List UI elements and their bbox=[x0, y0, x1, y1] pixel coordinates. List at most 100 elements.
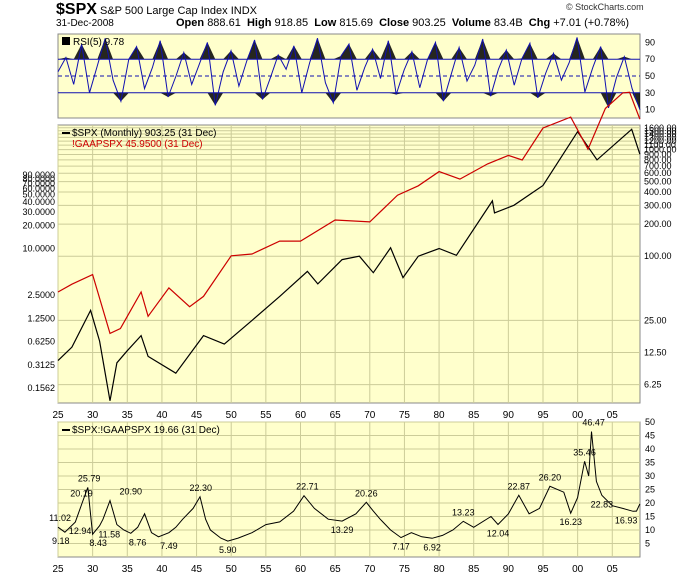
price-right-tick: 6.25 bbox=[644, 380, 662, 390]
x-tick-label-ratio: 70 bbox=[364, 564, 376, 575]
price-left-tick: 20.0000 bbox=[22, 220, 55, 230]
ratio-annotation: 46.47 bbox=[582, 418, 605, 428]
spx-price-line bbox=[57, 128, 641, 401]
x-tick-label-ratio: 60 bbox=[295, 564, 307, 575]
gaap-earnings-line bbox=[57, 91, 641, 335]
price-right-tick: 1500.00 bbox=[644, 126, 677, 136]
ratio-y-tick: 45 bbox=[645, 431, 655, 441]
x-tick-label-price: 40 bbox=[156, 410, 168, 421]
x-tick-label-ratio: 85 bbox=[468, 564, 480, 575]
ratio-annotation: 20.90 bbox=[119, 487, 142, 497]
x-tick-label-price: 70 bbox=[364, 410, 376, 421]
symbol-title: $SPX bbox=[56, 1, 97, 18]
ratio-y-tick: 25 bbox=[645, 485, 655, 495]
x-tick-label-ratio: 80 bbox=[434, 564, 446, 575]
x-tick-label-ratio: 25 bbox=[52, 564, 64, 575]
ratio-annotation: 7.17 bbox=[392, 542, 410, 552]
price-right-tick: 500.00 bbox=[644, 177, 672, 187]
ratio-annotation: 8.43 bbox=[89, 538, 107, 548]
x-tick-label-price: 35 bbox=[122, 410, 134, 421]
high-label: High bbox=[246, 17, 272, 29]
rsi-y-tick: 90 bbox=[645, 37, 655, 47]
x-tick-label-price: 90 bbox=[503, 410, 515, 421]
ratio-annotation: 26.20 bbox=[539, 472, 562, 482]
ratio-annotation: 22.30 bbox=[189, 483, 212, 493]
ratio-y-tick: 30 bbox=[645, 471, 655, 481]
open-label: Open bbox=[176, 17, 205, 29]
x-tick-label-ratio: 55 bbox=[260, 564, 272, 575]
symbol-exchange: INDX bbox=[230, 5, 257, 17]
x-tick-label-price: 75 bbox=[399, 410, 411, 421]
price-right-tick: 900.00 bbox=[644, 149, 672, 159]
volume-value: 83.4B bbox=[493, 17, 523, 29]
x-tick-label-ratio: 05 bbox=[607, 564, 619, 575]
price-right-tick: 1100.00 bbox=[644, 140, 676, 150]
ratio-annotation: 25.79 bbox=[78, 473, 101, 483]
rsi-legend: RSI(5) 9.78 bbox=[73, 37, 125, 48]
x-tick-label-ratio: 40 bbox=[156, 564, 168, 575]
x-tick-label-price: 95 bbox=[537, 410, 549, 421]
x-tick-label-ratio: 95 bbox=[537, 564, 549, 575]
ohlc-readout: Open 888.61 High 918.85 Low 815.69 Close… bbox=[176, 17, 629, 29]
price-right-tick: 200.00 bbox=[644, 219, 672, 229]
ratio-annotation: 11.58 bbox=[98, 530, 120, 540]
ratio-annotation: 6.92 bbox=[423, 542, 441, 552]
high-value: 918.85 bbox=[274, 17, 309, 29]
price-right-tick: 1200.00 bbox=[644, 136, 677, 146]
price-right-tick: 700.00 bbox=[644, 161, 672, 171]
ratio-annotation: 35.46 bbox=[573, 447, 596, 457]
x-tick-label-ratio: 35 bbox=[122, 564, 134, 575]
ratio-legend: $SPX:!GAAPSPX 19.66 (31 Dec) bbox=[72, 425, 220, 436]
x-tick-label-price: 05 bbox=[607, 410, 619, 421]
ratio-annotation: 12.04 bbox=[487, 528, 510, 538]
rsi-y-tick: 30 bbox=[645, 88, 655, 98]
price-right-tick: 25.00 bbox=[644, 315, 667, 325]
price-left-tick: 10.0000 bbox=[22, 244, 55, 254]
close-value: 903.25 bbox=[412, 17, 446, 29]
price-right-tick: 1400.00 bbox=[644, 129, 677, 139]
x-tick-label-ratio: 00 bbox=[572, 564, 584, 575]
ratio-y-tick: 40 bbox=[645, 444, 655, 454]
price-left-tick: 0.3125 bbox=[27, 360, 55, 370]
x-tick-label-ratio: 50 bbox=[226, 564, 238, 575]
x-tick-label-price: 30 bbox=[87, 410, 99, 421]
x-tick-label-ratio: 75 bbox=[399, 564, 411, 575]
ratio-annotation: 12.94 bbox=[69, 526, 92, 536]
price-left-tick: 1.2500 bbox=[27, 313, 55, 323]
pe-ratio-line bbox=[57, 431, 641, 542]
price-left-tick: 90.0000 bbox=[22, 170, 55, 180]
x-tick-label-price: 80 bbox=[434, 410, 446, 421]
chg-value: +7.01 (+0.78%) bbox=[553, 17, 630, 29]
x-tick-label-ratio: 30 bbox=[87, 564, 99, 575]
x-tick-label-price: 45 bbox=[191, 410, 203, 421]
low-label: Low bbox=[314, 17, 337, 29]
x-tick-label-price: 00 bbox=[572, 410, 584, 421]
ratio-annotation: 9.18 bbox=[52, 536, 70, 546]
x-tick-label-ratio: 65 bbox=[330, 564, 342, 575]
brand-label[interactable]: © StockCharts.com bbox=[566, 2, 644, 12]
close-label: Close bbox=[379, 17, 410, 29]
ratio-annotation: 11.02 bbox=[49, 513, 71, 523]
ratio-annotation: 16.23 bbox=[559, 517, 582, 527]
gaap-legend: !GAAPSPX 45.9500 (31 Dec) bbox=[72, 139, 203, 150]
price-left-tick: 50.0000 bbox=[22, 190, 55, 200]
ratio-annotation: 16.93 bbox=[615, 515, 638, 525]
price-left-tick: 40.0000 bbox=[22, 197, 55, 207]
x-tick-label-price: 25 bbox=[52, 410, 64, 421]
ratio-annotation: 7.49 bbox=[160, 541, 178, 551]
x-tick-label-price: 55 bbox=[260, 410, 272, 421]
x-tick-label-price: 65 bbox=[330, 410, 342, 421]
ratio-y-tick: 15 bbox=[645, 512, 655, 522]
price-left-tick: 30.0000 bbox=[22, 207, 55, 217]
price-left-tick: 80.0000 bbox=[22, 174, 55, 184]
price-right-tick: 100.00 bbox=[644, 251, 672, 261]
symbol-description: S&P 500 Large Cap Index INDX bbox=[100, 5, 257, 17]
price-left-tick: 70.0000 bbox=[22, 178, 55, 188]
rsi-y-tick: 10 bbox=[645, 105, 655, 115]
rsi-oversold-fill bbox=[58, 92, 640, 110]
spx-legend: $SPX (Monthly) 903.25 (31 Dec) bbox=[72, 128, 217, 139]
ratio-annotation: 22.71 bbox=[296, 482, 319, 492]
price-right-tick: 1000.00 bbox=[644, 145, 677, 155]
price-right-tick: 300.00 bbox=[644, 200, 672, 210]
